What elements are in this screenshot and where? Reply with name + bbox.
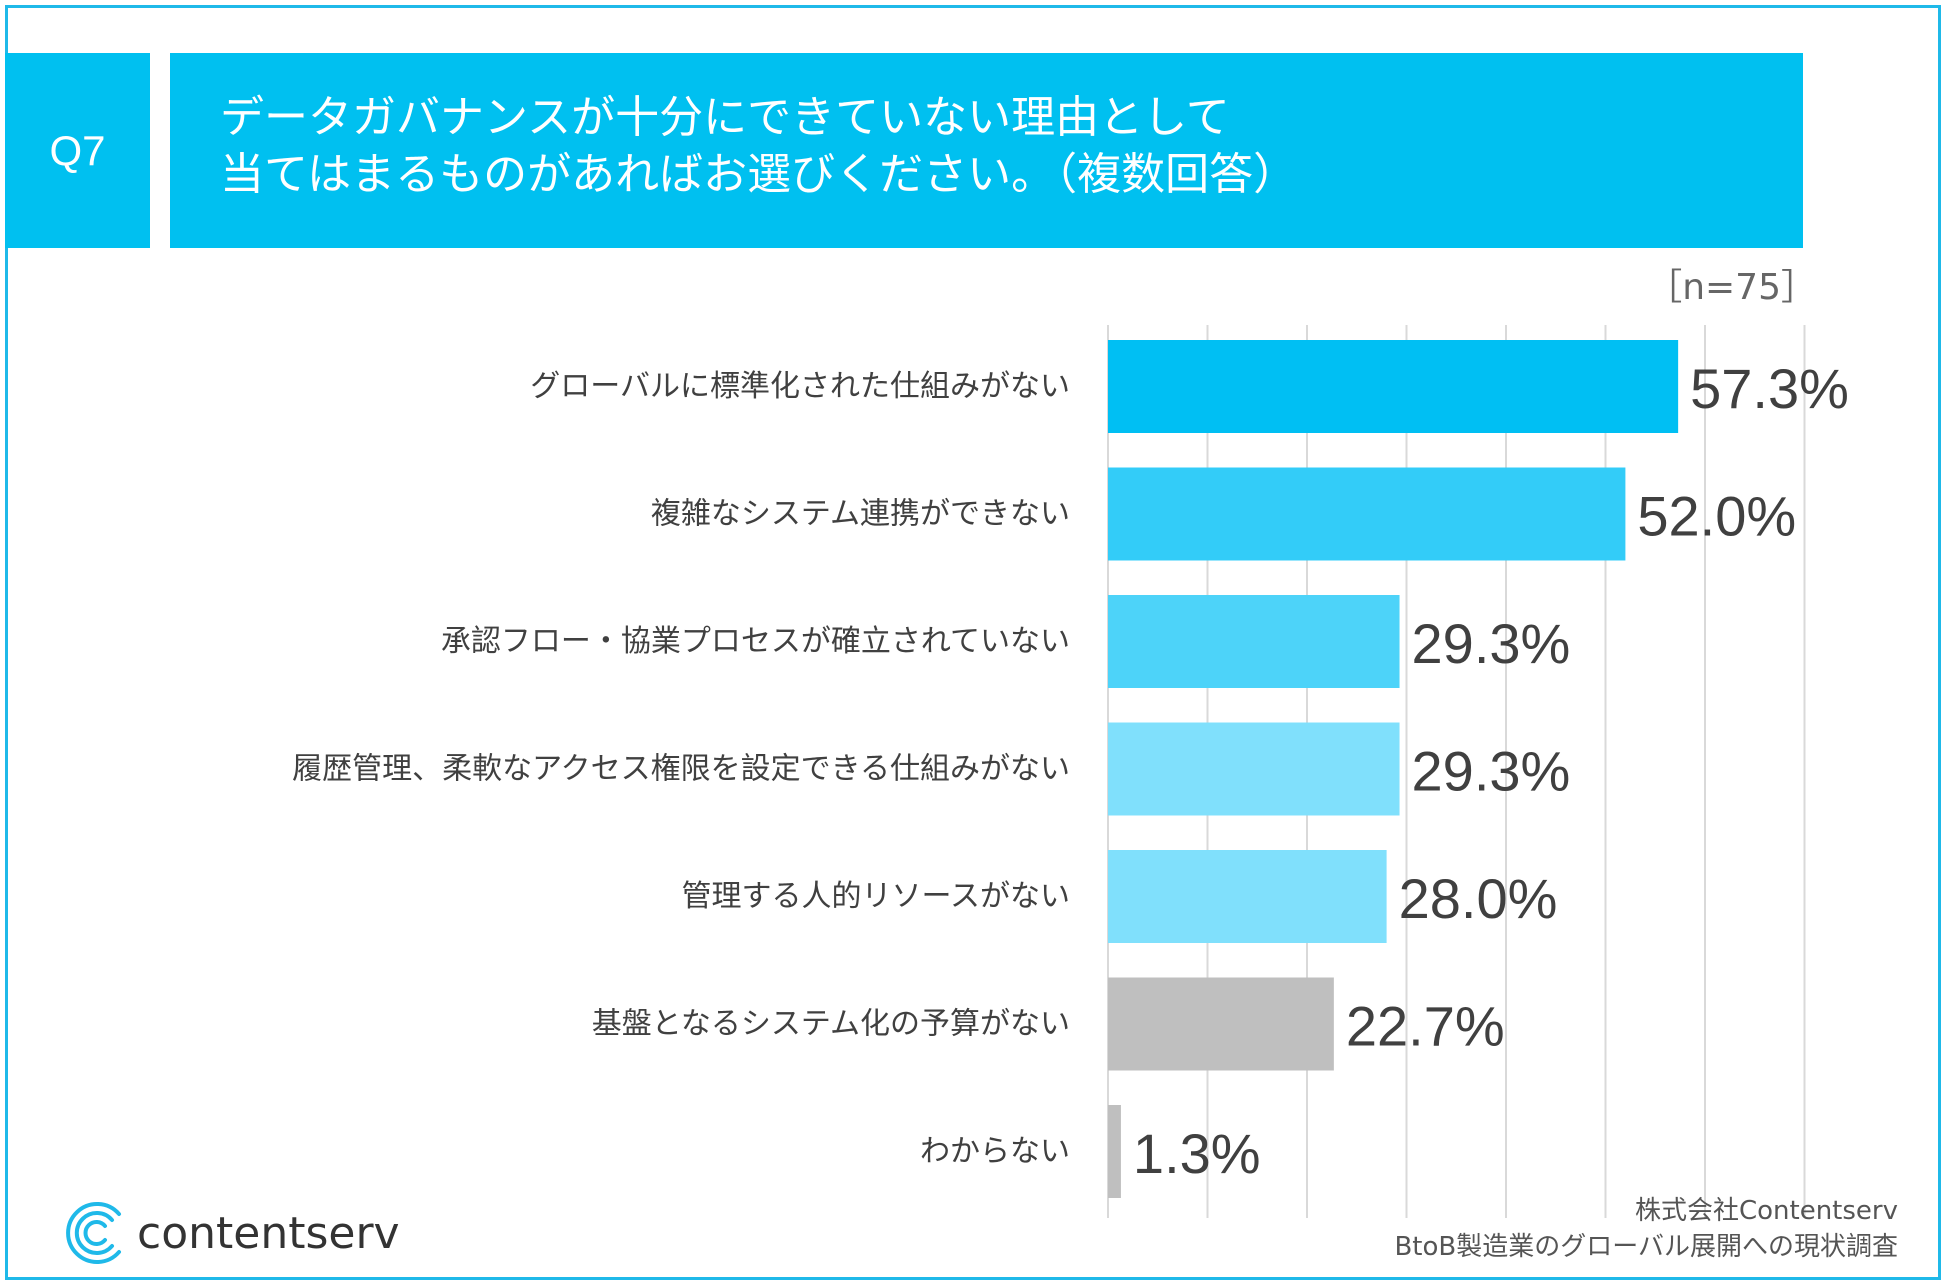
category-label: 基盤となるシステム化の予算がない — [592, 1007, 1070, 1042]
category-label: 複雑なシステム連携ができない — [651, 497, 1070, 532]
source-survey: BtoB製造業のグローバル展開への現状調査 — [1394, 1232, 1898, 1262]
category-label: 管理する人的リソースがない — [682, 879, 1071, 914]
source-note: 株式会社Contentserv BtoB製造業のグローバル展開への現状調査 — [1394, 1193, 1898, 1265]
logo-wordmark: contentserv — [137, 1208, 400, 1259]
bar — [1108, 1105, 1121, 1198]
value-label: 22.7% — [1346, 995, 1505, 1058]
question-number: Q7 — [49, 126, 106, 174]
category-label: わからない — [920, 1134, 1070, 1169]
bar — [1108, 850, 1387, 943]
question-banner: データガバナンスが十分にできていない理由として 当てはまるものがあればお選びくだ… — [170, 53, 1803, 248]
value-label: 28.0% — [1399, 867, 1558, 930]
value-label: 29.3% — [1412, 612, 1571, 675]
value-label: 1.3% — [1133, 1122, 1261, 1185]
bar — [1108, 595, 1400, 688]
bar — [1108, 340, 1679, 433]
bar — [1108, 467, 1626, 561]
question-text-line2: 当てはまるものがあればお選びください。（複数回答） — [220, 149, 1298, 200]
question-text-line1: データガバナンスが十分にできていない理由として — [220, 92, 1230, 143]
sample-size-label: ［n=75］ — [1646, 267, 1817, 308]
bar — [1108, 977, 1334, 1071]
category-label: 履歴管理、柔軟なアクセス権限を設定できる仕組みがない — [292, 752, 1070, 787]
value-label: 29.3% — [1412, 740, 1571, 803]
bar — [1108, 722, 1400, 816]
source-company: 株式会社Contentserv — [1634, 1196, 1898, 1226]
outer-frame — [5, 5, 1941, 1280]
value-label: 52.0% — [1637, 485, 1796, 548]
value-label: 57.3% — [1690, 357, 1849, 420]
category-label: グローバルに標準化された仕組みがない — [530, 369, 1070, 404]
question-number-badge: Q7 — [5, 53, 150, 248]
contentserv-logo-icon — [66, 1202, 121, 1264]
category-label: 承認フロー・協業プロセスが確立されていない — [441, 624, 1070, 659]
